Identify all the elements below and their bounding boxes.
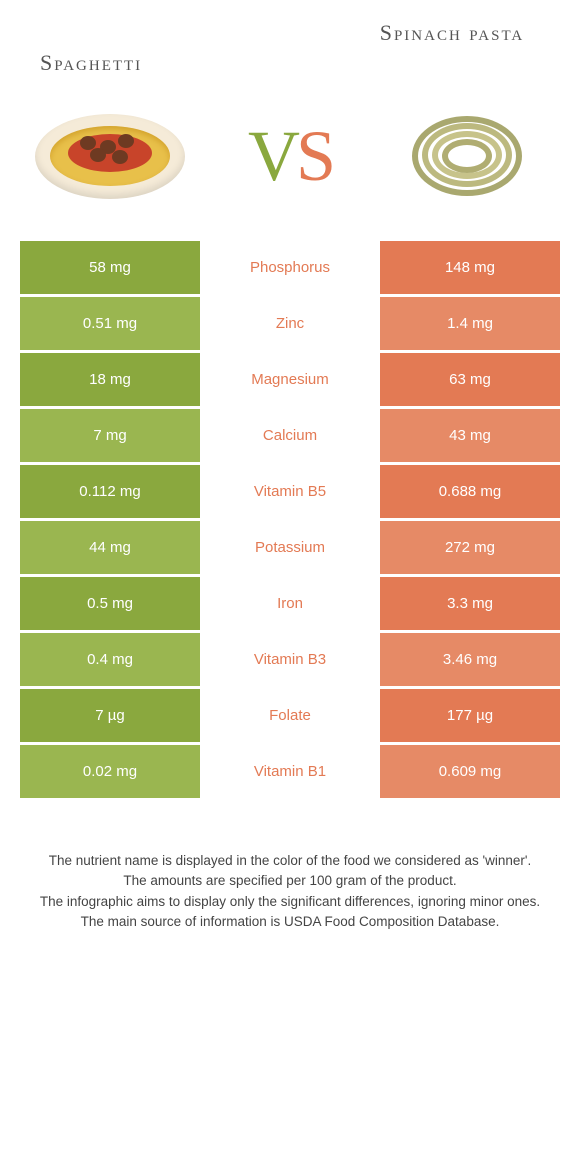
nutrient-name: Magnesium: [200, 353, 380, 406]
right-value: 0.688 mg: [380, 465, 560, 518]
spaghetti-image: [30, 96, 190, 216]
right-value: 3.3 mg: [380, 577, 560, 630]
left-value: 7 mg: [20, 409, 200, 462]
footer-line: The infographic aims to display only the…: [35, 892, 545, 912]
left-value: 18 mg: [20, 353, 200, 406]
left-value: 0.4 mg: [20, 633, 200, 686]
nutrient-name: Iron: [200, 577, 380, 630]
left-value: 58 mg: [20, 241, 200, 294]
table-row: 0.112 mgVitamin B50.688 mg: [20, 465, 560, 521]
vs-v: V: [248, 116, 296, 196]
right-value: 0.609 mg: [380, 745, 560, 798]
table-row: 7 mgCalcium43 mg: [20, 409, 560, 465]
table-row: 18 mgMagnesium63 mg: [20, 353, 560, 409]
right-value: 3.46 mg: [380, 633, 560, 686]
vs-s: S: [296, 116, 332, 196]
table-row: 0.5 mgIron3.3 mg: [20, 577, 560, 633]
table-row: 0.02 mgVitamin B10.609 mg: [20, 745, 560, 801]
left-value: 0.51 mg: [20, 297, 200, 350]
left-value: 0.112 mg: [20, 465, 200, 518]
footer-notes: The nutrient name is displayed in the co…: [20, 851, 560, 932]
image-row: VS: [20, 96, 560, 216]
comparison-table: 58 mgPhosphorus148 mg0.51 mgZinc1.4 mg18…: [20, 241, 560, 801]
table-row: 0.4 mgVitamin B33.46 mg: [20, 633, 560, 689]
right-value: 43 mg: [380, 409, 560, 462]
right-value: 177 µg: [380, 689, 560, 742]
table-row: 58 mgPhosphorus148 mg: [20, 241, 560, 297]
left-value: 0.02 mg: [20, 745, 200, 798]
vs-label: VS: [248, 115, 332, 198]
right-food-title: Spinach pasta: [344, 20, 560, 46]
nutrient-name: Phosphorus: [200, 241, 380, 294]
right-value: 63 mg: [380, 353, 560, 406]
table-row: 0.51 mgZinc1.4 mg: [20, 297, 560, 353]
left-value: 0.5 mg: [20, 577, 200, 630]
nutrient-name: Potassium: [200, 521, 380, 574]
nutrient-name: Vitamin B1: [200, 745, 380, 798]
spinach-pasta-image: [390, 96, 550, 216]
nutrient-name: Folate: [200, 689, 380, 742]
table-row: 44 mgPotassium272 mg: [20, 521, 560, 577]
header: Spaghetti Spinach pasta: [20, 20, 560, 76]
footer-line: The amounts are specified per 100 gram o…: [35, 871, 545, 891]
right-value: 272 mg: [380, 521, 560, 574]
right-value: 148 mg: [380, 241, 560, 294]
left-value: 7 µg: [20, 689, 200, 742]
footer-line: The main source of information is USDA F…: [35, 912, 545, 932]
right-value: 1.4 mg: [380, 297, 560, 350]
nutrient-name: Vitamin B5: [200, 465, 380, 518]
nutrient-name: Vitamin B3: [200, 633, 380, 686]
footer-line: The nutrient name is displayed in the co…: [35, 851, 545, 871]
nutrient-name: Calcium: [200, 409, 380, 462]
table-row: 7 µgFolate177 µg: [20, 689, 560, 745]
left-food-title: Spaghetti: [20, 20, 236, 76]
left-value: 44 mg: [20, 521, 200, 574]
nutrient-name: Zinc: [200, 297, 380, 350]
